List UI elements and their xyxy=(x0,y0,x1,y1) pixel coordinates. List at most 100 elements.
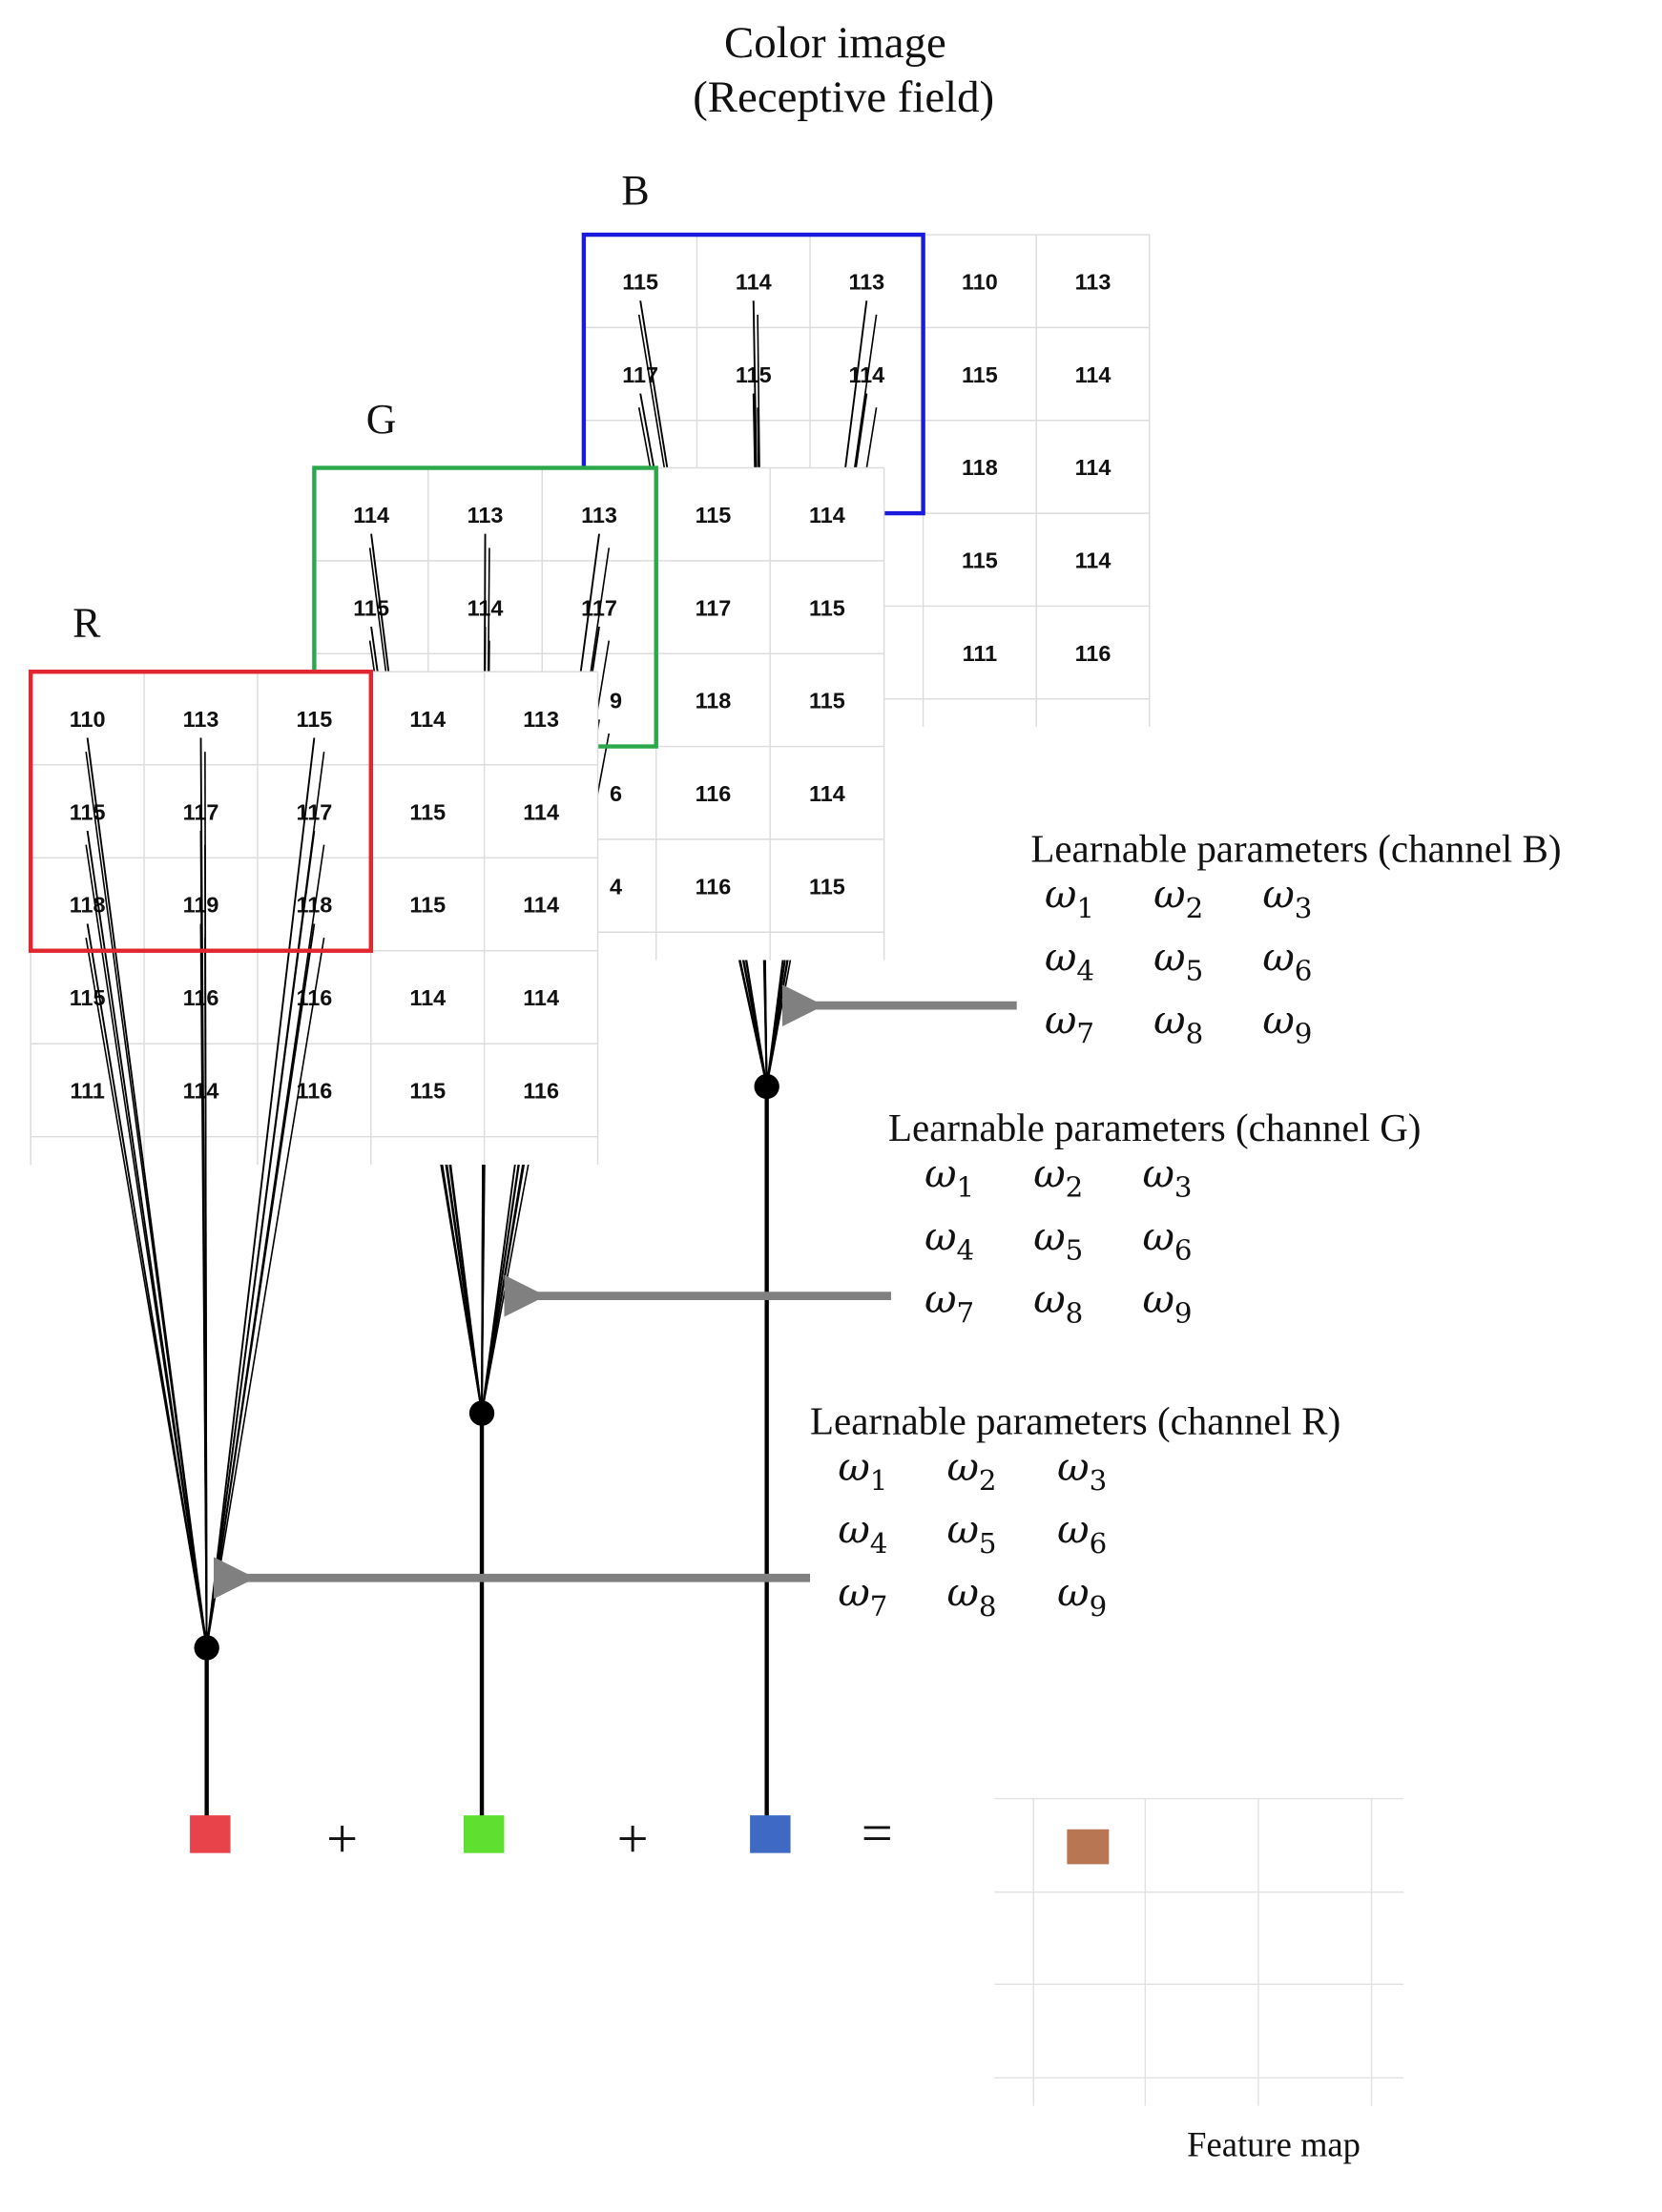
weight-symbol: ω6 xyxy=(1142,1213,1192,1266)
weight-subscript: 6 xyxy=(1174,1234,1193,1267)
pixel-value: 115 xyxy=(296,707,332,732)
title-line-1: Color image xyxy=(724,18,946,68)
pixel-value: 4 xyxy=(610,874,622,899)
pixel-value: 116 xyxy=(696,781,732,806)
pixel-value: 114 xyxy=(409,985,446,1010)
params-label: Learnable parameters (channel B) xyxy=(1030,826,1561,870)
weight-symbol: ω4 xyxy=(924,1213,974,1266)
pixel-value: 114 xyxy=(523,893,559,918)
pixel-value: 116 xyxy=(523,1079,559,1104)
weight-symbol: ω3 xyxy=(1262,872,1312,924)
weight-symbol: ω3 xyxy=(1142,1150,1192,1203)
pixel-value: 114 xyxy=(409,707,446,732)
channel-label: B xyxy=(621,168,649,214)
weight-symbol: ω3 xyxy=(1057,1444,1107,1497)
weight-symbol: ω5 xyxy=(1153,935,1203,987)
pixel-value: 115 xyxy=(962,362,998,387)
pixel-value: 111 xyxy=(70,1079,104,1104)
equals-operator: = xyxy=(862,1802,893,1864)
weight-subscript: 6 xyxy=(1295,955,1313,987)
channel-output-square xyxy=(464,1815,505,1853)
weight-subscript: 5 xyxy=(1066,1234,1084,1267)
params-label: Learnable parameters (channel G) xyxy=(888,1106,1421,1149)
weight-symbol: ω7 xyxy=(1045,997,1094,1049)
weight-subscript: 9 xyxy=(1174,1296,1193,1329)
weight-subscript: 5 xyxy=(979,1527,997,1560)
weight-connection xyxy=(85,752,208,1648)
pixel-value: 113 xyxy=(848,270,884,295)
pixel-value: 118 xyxy=(696,689,732,713)
pixel-value: 113 xyxy=(183,707,219,732)
channel-R-layer: R110113115114113115117117115114118119118… xyxy=(29,601,599,1853)
pixel-value: 115 xyxy=(409,893,446,918)
feature-value-square xyxy=(1067,1829,1110,1865)
weight-symbol: ω2 xyxy=(1153,872,1203,924)
title-line-2: (Receptive field) xyxy=(693,72,994,122)
pixel-value: 114 xyxy=(809,503,845,527)
weight-subscript: 8 xyxy=(979,1590,997,1623)
weight-symbol: ω2 xyxy=(947,1444,997,1497)
pixel-value: 114 xyxy=(183,1079,219,1104)
operators: + + = xyxy=(326,1802,893,1870)
weight-symbol: ω8 xyxy=(1033,1276,1083,1329)
pixel-value: 114 xyxy=(1075,548,1111,573)
weight-subscript: 6 xyxy=(1090,1527,1108,1560)
receptive-field-box xyxy=(29,670,373,953)
pixel-value: 111 xyxy=(963,641,997,666)
weight-symbol: ω8 xyxy=(1153,997,1203,1049)
pixel-value: 115 xyxy=(622,270,658,295)
params-label: Learnable parameters (channel R) xyxy=(810,1399,1340,1443)
weight-subscript: 4 xyxy=(957,1234,975,1267)
weight-symbol: ω6 xyxy=(1262,935,1312,987)
weight-subscript: 8 xyxy=(1066,1296,1084,1329)
weight-connection xyxy=(204,938,208,1648)
plus-operator: + xyxy=(617,1808,649,1870)
weight-subscript: 7 xyxy=(957,1296,975,1329)
channel-label: G xyxy=(366,397,397,443)
weight-symbol: ω9 xyxy=(1142,1276,1192,1329)
pixel-value: 113 xyxy=(467,503,504,527)
weight-subscript: 9 xyxy=(1090,1590,1108,1623)
weight-symbol: ω1 xyxy=(1045,872,1094,924)
weight-subscript: 3 xyxy=(1174,1171,1193,1204)
weight-subscript: 3 xyxy=(1295,892,1313,924)
pixel-value: 117 xyxy=(296,799,332,824)
weight-connection xyxy=(85,937,208,1648)
weight-symbol: ω9 xyxy=(1262,997,1312,1049)
pixel-value: 114 xyxy=(523,799,559,824)
weight-symbol: ω4 xyxy=(1045,935,1094,987)
pixel-value: 113 xyxy=(1075,270,1111,295)
weight-subscript: 1 xyxy=(957,1171,975,1204)
pixel-value: 116 xyxy=(296,1079,332,1104)
weight-symbol: ω7 xyxy=(838,1570,887,1623)
weight-symbol: ω1 xyxy=(838,1444,887,1497)
weight-subscript: 2 xyxy=(979,1464,997,1497)
weight-symbol: ω7 xyxy=(924,1276,974,1329)
pixel-value: 110 xyxy=(70,707,106,732)
weight-subscript: 3 xyxy=(1090,1464,1108,1497)
pixel-value: 115 xyxy=(962,548,998,573)
params-channel-G: Learnable parameters (channel G)ω1 ω2 ω3 ω4… xyxy=(504,1106,1421,1329)
pixel-value: 114 xyxy=(809,781,845,806)
weight-subscript: 8 xyxy=(1186,1018,1204,1050)
feature-map-label: Feature map xyxy=(1187,2124,1361,2163)
channel-output-square xyxy=(190,1815,231,1853)
weight-connection xyxy=(205,830,316,1648)
weight-symbol: ω1 xyxy=(924,1150,974,1203)
pixel-value: 113 xyxy=(523,707,559,732)
channel-output-square xyxy=(750,1815,791,1853)
feature-map: Feature map xyxy=(994,1797,1404,2163)
pixel-value: 115 xyxy=(409,799,446,824)
pixel-value: 115 xyxy=(736,362,772,387)
plus-operator: + xyxy=(326,1808,358,1870)
weight-connection xyxy=(205,923,316,1648)
pixel-value: 116 xyxy=(696,874,732,899)
pixel-value: 118 xyxy=(962,455,998,480)
weight-subscript: 2 xyxy=(1066,1171,1084,1204)
pixel-value: 114 xyxy=(523,985,559,1010)
params-channel-B: Learnable parameters (channel B)ω1 ω2 ω3 ω4… xyxy=(781,826,1562,1050)
params-channel-R: Learnable parameters (channel R)ω1 ω2 ω3 ω4… xyxy=(213,1399,1340,1623)
weight-connection xyxy=(205,937,325,1648)
weight-symbol: ω6 xyxy=(1057,1507,1107,1560)
